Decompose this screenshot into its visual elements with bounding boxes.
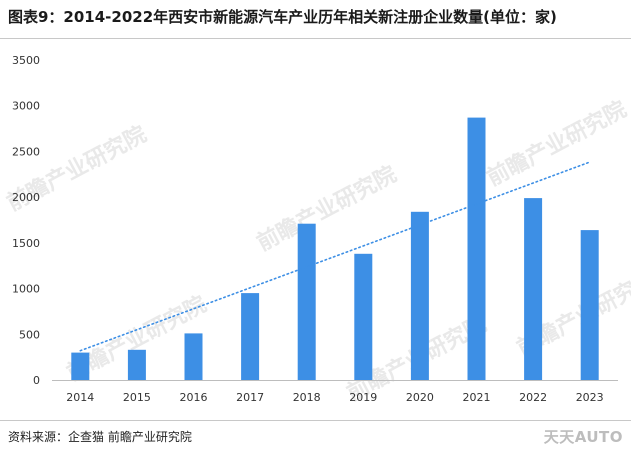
bar-chart: 前瞻产业研究院前瞻产业研究院前瞻产业研究院前瞻产业研究院前瞻产业研究院前瞻产业研… [3,54,631,406]
bar-series [71,117,599,380]
bar-2023 [580,230,599,380]
x-tick-label: 2016 [180,391,208,404]
y-tick-label: 3500 [12,54,40,67]
x-tick-label: 2018 [293,391,321,404]
y-tick-label: 2500 [12,145,40,158]
bar-2017 [241,293,260,380]
bar-2022 [524,198,543,380]
x-tick-label: 2015 [123,391,151,404]
y-tick-label: 3000 [12,100,40,113]
bar-2014 [71,352,90,380]
x-tick-label: 2019 [349,391,377,404]
y-tick-label: 2000 [12,191,40,204]
bar-2018 [297,223,316,380]
bar-2015 [127,349,146,380]
source-note: 资料来源：企查猫 前瞻产业研究院 [8,430,192,444]
x-tick-label: 2017 [236,391,264,404]
y-axis: 0 500 1000 1500 2000 2500 3000 3500 [12,54,40,387]
x-tick-label: 2014 [66,391,94,404]
y-tick-label: 1000 [12,283,40,296]
bar-2021 [467,117,486,380]
x-tick-label: 2020 [406,391,434,404]
bar-2020 [410,211,429,380]
bar-2016 [184,333,203,380]
y-tick-label: 0 [33,374,40,387]
watermark-text: 前瞻产业研究院 [483,96,631,191]
x-tick-label: 2022 [519,391,547,404]
chart-title: 图表9：2014-2022年西安市新能源汽车产业历年相关新注册企业数量(单位：家… [8,8,557,26]
footer-rule [0,420,631,421]
x-tick-label: 2021 [463,391,491,404]
watermark-text: 前瞻产业研究院 [253,161,401,256]
y-tick-label: 500 [19,328,40,341]
bar-2019 [354,253,373,380]
x-tick-label: 2023 [576,391,604,404]
trendline-layer [79,161,591,352]
title-underline [0,38,631,39]
trendline [79,161,591,352]
x-axis: 2014 2015 2016 2017 2018 2019 2020 2021 2022 2023 [52,380,618,404]
y-tick-label: 1500 [12,237,40,250]
corner-logo: 天天AUTO [543,428,623,446]
